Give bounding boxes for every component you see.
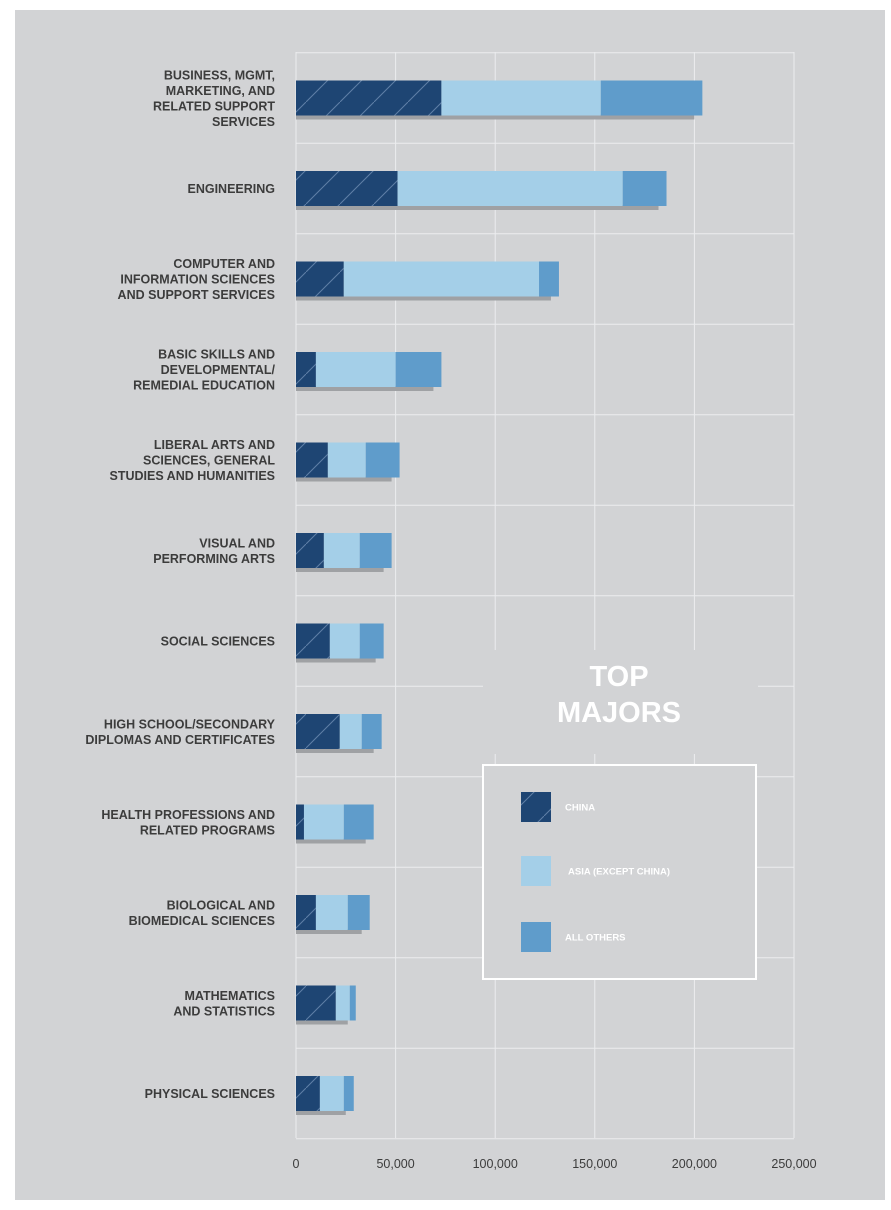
bar-segment	[343, 1076, 354, 1111]
legend-label: CHINA	[565, 803, 595, 814]
title-and-legend: TOP MAJORS CHINA ASIA (EXCEPT CHINA) ALL O…	[482, 650, 758, 980]
bar-hatch	[296, 714, 340, 749]
category-label: ENGINEERING	[187, 182, 275, 196]
bar-shadow	[296, 114, 695, 120]
bar-segment	[395, 352, 442, 387]
bar-segment	[347, 895, 370, 930]
x-tick-label: 100,000	[473, 1157, 518, 1171]
chart-title-line-1: TOP	[589, 661, 648, 693]
category-label: BUSINESS, MGMT, MARKETING, AND RELATED SUP…	[153, 68, 275, 129]
bar-segment	[361, 714, 382, 749]
bar-shadow	[296, 205, 659, 210]
x-tick-label: 0	[293, 1157, 300, 1171]
category-label: BASIC SKILLS AND DEVELOPMENTAL/REMEDIAL E…	[133, 348, 275, 393]
bar-segment	[343, 261, 540, 297]
bar-segment	[365, 442, 400, 478]
bar-segment	[339, 714, 362, 749]
bar-shadow	[296, 748, 374, 753]
bar-hatch	[296, 623, 330, 659]
legend-label: ASIA (EXCEPT CHINA)	[568, 867, 670, 878]
category-label: MATHEMATICS AND STATISTICS	[173, 989, 275, 1019]
bar-hatch	[296, 895, 316, 930]
bar-segment	[323, 533, 360, 568]
bar-segment	[397, 171, 623, 206]
x-tick-label: 150,000	[572, 1157, 617, 1171]
bar-hatch	[296, 533, 324, 568]
title-backdrop	[483, 650, 758, 754]
bar-hatch	[296, 261, 344, 297]
bar-shadow	[296, 838, 366, 844]
bar-segment	[359, 623, 384, 659]
x-axis-ticks: 0 50,000 100,000 150,000 200,000 250,000	[293, 1157, 817, 1171]
bar-shadow	[296, 295, 551, 301]
bar-segment	[600, 80, 703, 116]
bar-segment	[359, 533, 392, 568]
bar-segment	[441, 80, 601, 116]
bar-shadow	[296, 476, 392, 482]
legend-swatch	[521, 856, 551, 886]
bar-hatch	[296, 804, 304, 840]
bar-hatch	[296, 80, 442, 116]
legend-swatch	[521, 922, 551, 952]
bar-hatch	[296, 1076, 320, 1111]
bar-shadow	[296, 1110, 346, 1115]
bar-segment	[327, 442, 366, 478]
category-label: BIOLOGICAL AND BIOMEDICAL SCIENCES	[129, 898, 275, 928]
x-tick-label: 250,000	[771, 1157, 816, 1171]
category-label: LIBERAL ARTS AND SCIENCES, GENERAL STUDIES…	[109, 438, 275, 483]
bar-hatch	[296, 352, 316, 387]
bar-shadow	[296, 657, 376, 663]
category-label: HIGH SCHOOL/SECONDARY DIPLOMAS AND CERTIF…	[85, 717, 275, 747]
bar-shadow	[296, 386, 434, 391]
bar-hatch	[296, 171, 398, 206]
chart-title-line-2: MAJORS	[557, 697, 681, 729]
bar-shadow	[296, 1019, 348, 1025]
bar-segment	[343, 804, 374, 840]
category-labels: BUSINESS, MGMT, MARKETING, AND RELATED SUP…	[85, 68, 275, 1101]
bar-shadows	[296, 114, 695, 1115]
category-label: HEALTH PROFESSIONS AND RELATED PROGRAMS	[101, 808, 275, 838]
bar-segment	[335, 985, 350, 1021]
legend-label: ALL OTHERS	[565, 933, 626, 944]
category-label: COMPUTER AND INFORMATION SCIENCES AND SUPP…	[118, 257, 275, 302]
category-label: SOCIAL SCIENCES	[161, 635, 275, 649]
category-label: VISUAL AND PERFORMING ARTS	[153, 536, 275, 566]
bar-segment	[315, 352, 396, 387]
bar-segment	[303, 804, 344, 840]
bar-segment	[349, 985, 356, 1021]
legend-swatch-hatch	[521, 792, 551, 822]
bar-segment	[315, 895, 348, 930]
bar-segment	[539, 261, 559, 297]
x-tick-label: 200,000	[672, 1157, 717, 1171]
bars	[296, 80, 703, 1111]
bar-segment	[319, 1076, 344, 1111]
bar-hatch	[296, 442, 328, 478]
legend: CHINA ASIA (EXCEPT CHINA) ALL OTHERS	[521, 792, 670, 952]
category-label: PHYSICAL SCIENCES	[145, 1087, 275, 1101]
bar-shadow	[296, 567, 384, 572]
bar-segment	[622, 171, 667, 206]
bar-hatch	[296, 985, 336, 1021]
bar-shadow	[296, 929, 362, 934]
x-tick-label: 50,000	[376, 1157, 414, 1171]
bar-segment	[329, 623, 360, 659]
